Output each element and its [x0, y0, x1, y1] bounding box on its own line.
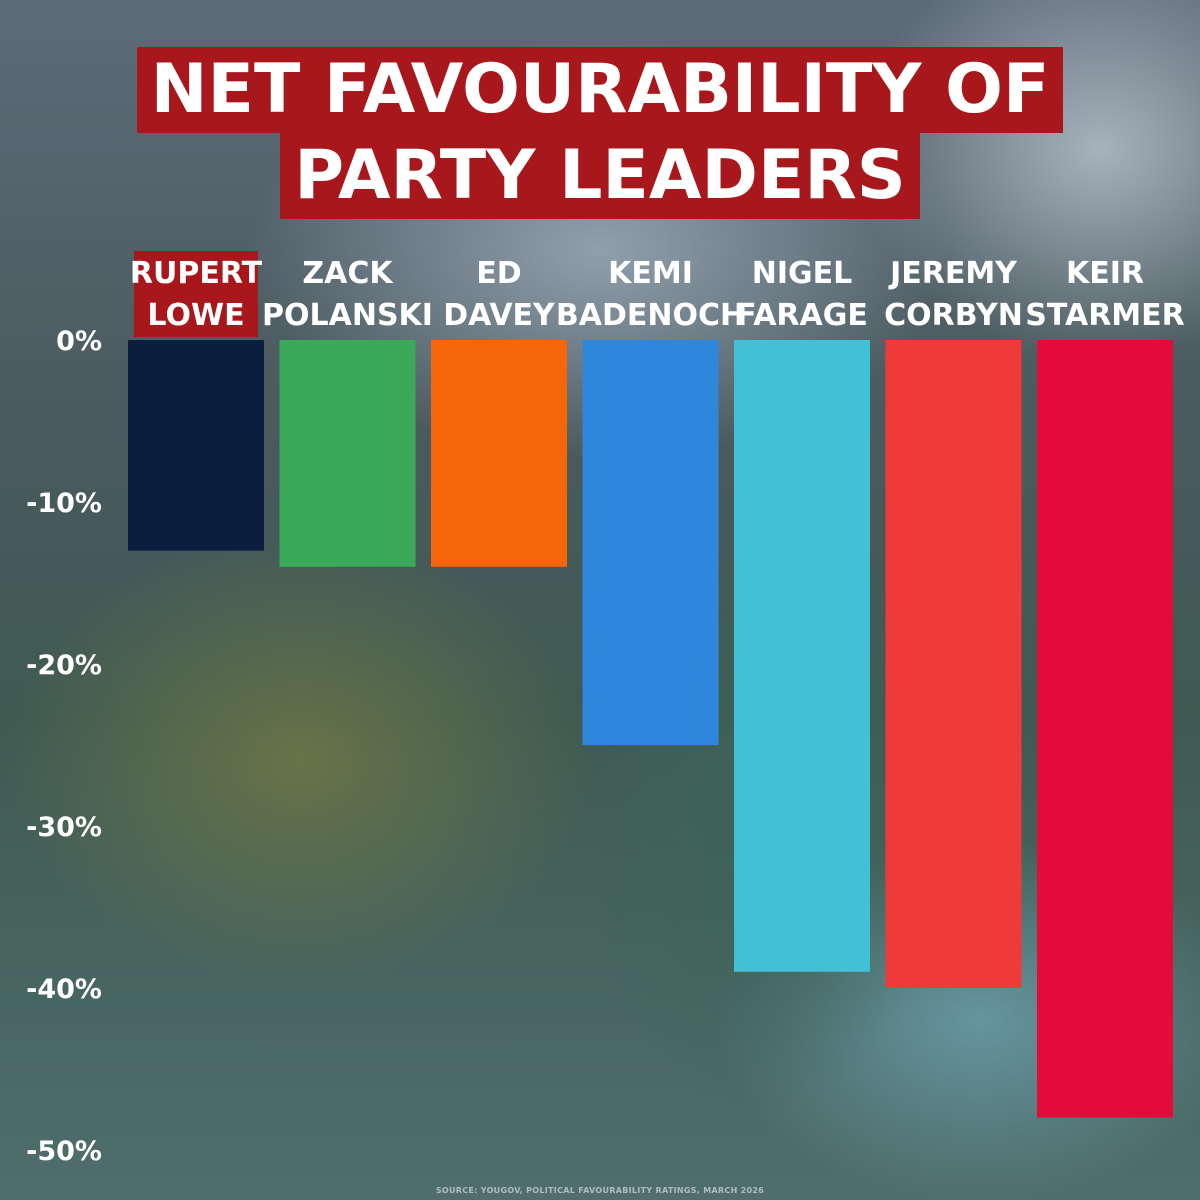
bar — [734, 340, 870, 972]
leader-name-label: ED — [476, 256, 521, 291]
chart-title: NET FAVOURABILITY OF PARTY LEADERS — [0, 47, 1200, 219]
leader-name-label: KEMI — [608, 256, 693, 291]
leader-name-label: STARMER — [1025, 298, 1185, 333]
title-line-2: PARTY LEADERS — [280, 133, 920, 219]
leader-name-label: ZACK — [302, 256, 394, 291]
leader-name-label: KEIR — [1066, 256, 1144, 291]
title-line-1: NET FAVOURABILITY OF — [136, 47, 1064, 133]
leader-name-label: RUPERT — [130, 256, 263, 291]
leader-name-label: DAVEY — [443, 298, 556, 333]
leader-name-label: NIGEL — [752, 256, 853, 291]
leader-name-label: POLANSKI — [262, 298, 433, 333]
bar — [582, 340, 719, 745]
y-tick-label: -50% — [26, 1136, 102, 1167]
y-tick-label: -30% — [26, 812, 102, 843]
leader-name-label: CORBYN — [884, 298, 1023, 333]
leader-name-label: FARAGE — [736, 298, 868, 333]
leader-name-label: LOWE — [147, 298, 244, 333]
bar — [128, 340, 264, 551]
y-tick-label: 0% — [56, 326, 102, 357]
name-label-highlight — [134, 251, 258, 337]
y-tick-label: -20% — [26, 650, 102, 681]
bar — [431, 340, 567, 567]
y-tick-label: -40% — [26, 974, 102, 1005]
bar — [885, 340, 1022, 988]
bar — [1037, 340, 1173, 1118]
y-tick-label: -10% — [26, 488, 102, 519]
source-note: SOURCE: YOUGOV, POLITICAL FAVOURABILITY … — [435, 1186, 765, 1195]
leader-name-label: JEREMY — [888, 256, 1018, 291]
bar — [279, 340, 416, 567]
leader-name-label: BADENOCH — [556, 298, 745, 333]
